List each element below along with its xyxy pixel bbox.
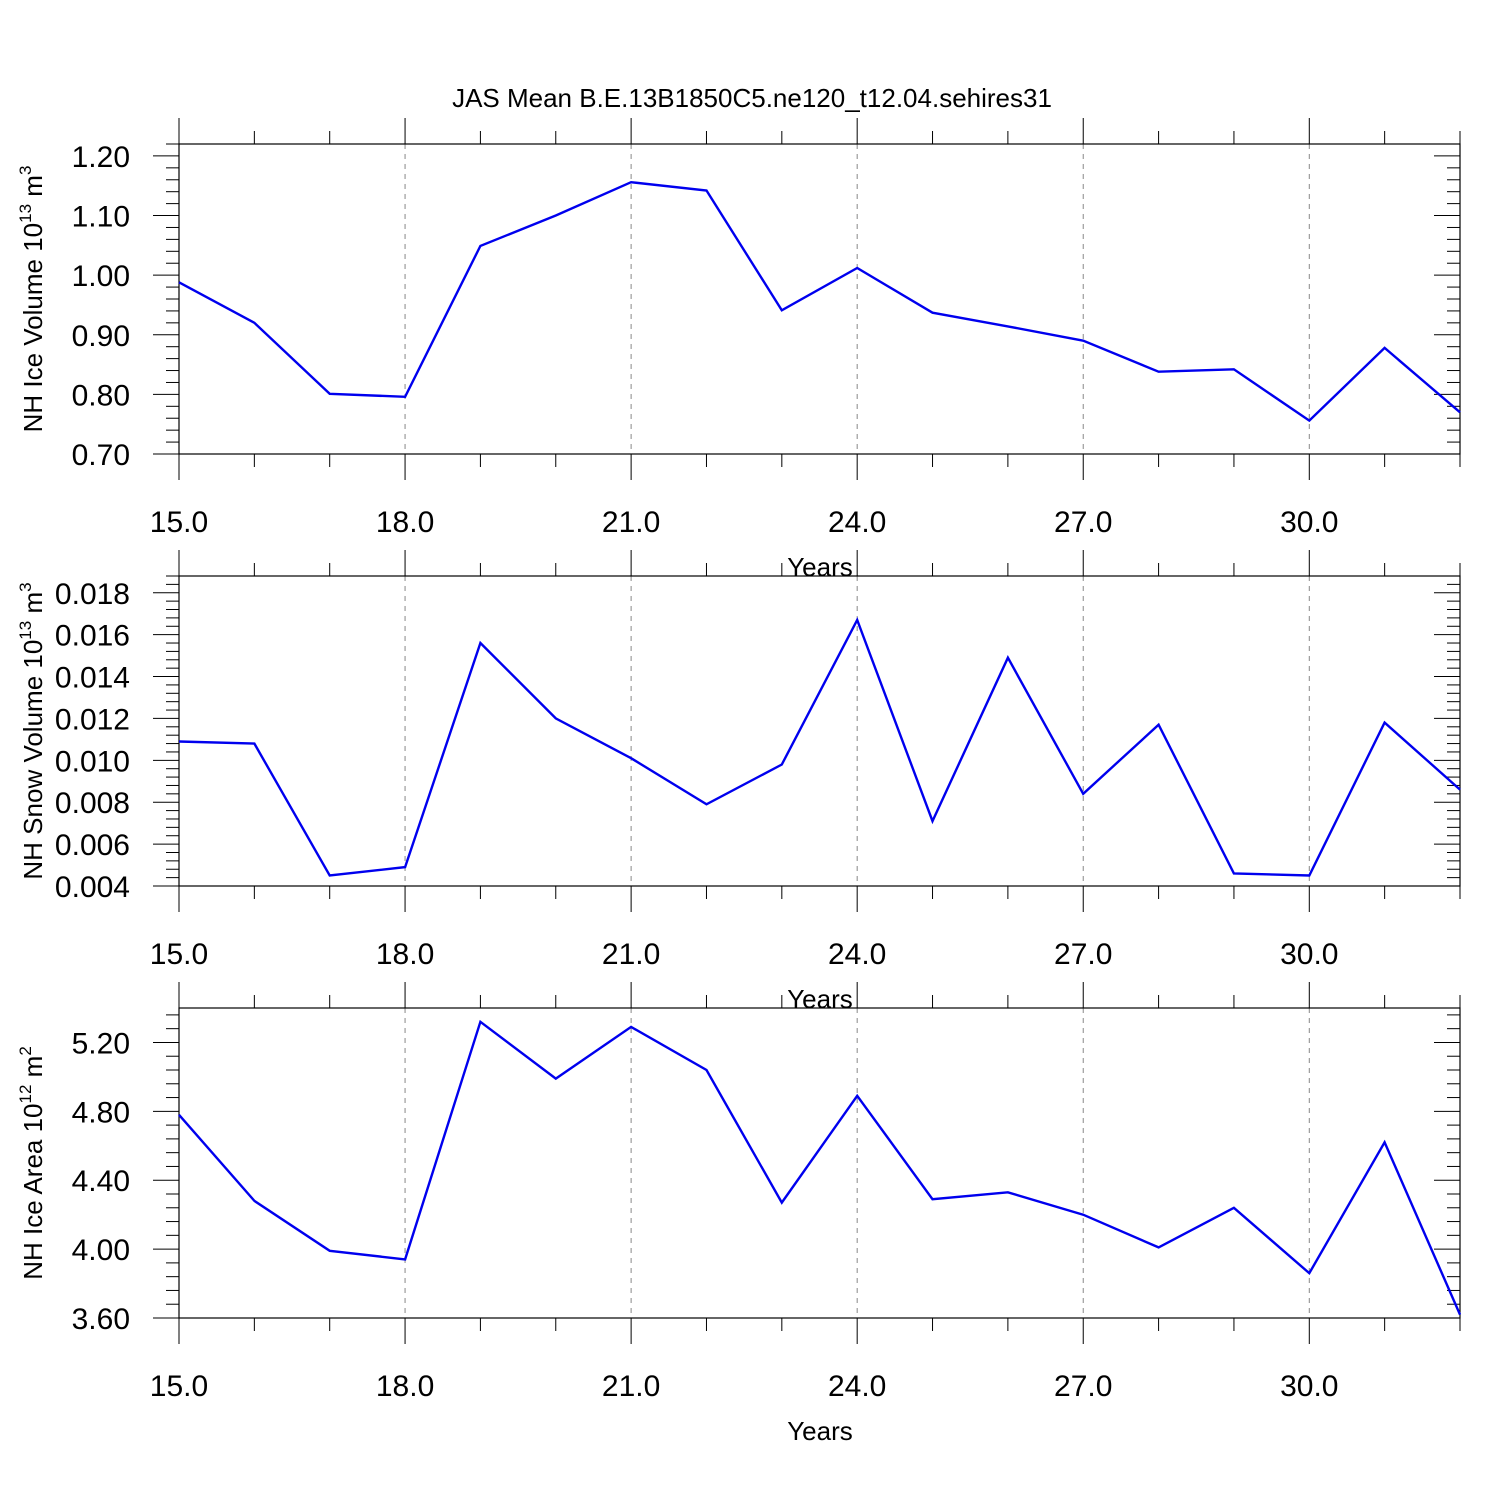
y-tick-label: 3.60 — [72, 1303, 130, 1336]
y-tick-label: 4.00 — [72, 1234, 130, 1267]
plot-frame — [178, 1007, 1461, 1319]
y-tick-label: 0.006 — [55, 829, 130, 862]
y-tick-label: 1.20 — [72, 141, 130, 174]
x-tick-label: 30.0 — [1280, 1370, 1338, 1403]
x-tick-label: 30.0 — [1280, 506, 1338, 539]
x-tick-label: 24.0 — [828, 938, 886, 971]
y-axis-label-unit: m — [18, 175, 48, 204]
series-line — [178, 617, 1461, 877]
x-axis-label: Years — [787, 984, 853, 1014]
y-tick-label: 5.20 — [72, 1027, 130, 1060]
series-line — [178, 1019, 1462, 1316]
x-tick-label: 27.0 — [1054, 506, 1112, 539]
y-tick-label: 1.00 — [72, 260, 130, 293]
y-tick-label: 0.016 — [55, 620, 130, 653]
y-axis-label-exponent: 12 — [16, 1085, 35, 1104]
x-axis-label: Years — [787, 552, 853, 582]
y-axis-label: NH Snow Volume 1013 m3 — [16, 582, 48, 879]
y-axis-label-unit: m — [18, 592, 48, 621]
y-axis-label-unit-exponent: 2 — [16, 1046, 35, 1055]
x-tick-label: 21.0 — [602, 506, 660, 539]
y-axis-label-text: NH Ice Volume 10 — [18, 223, 48, 433]
y-tick-label: 1.10 — [72, 201, 130, 234]
y-axis-label: NH Ice Volume 1013 m3 — [16, 166, 48, 433]
y-tick-label: 0.80 — [72, 379, 130, 412]
x-tick-label: 27.0 — [1054, 938, 1112, 971]
y-axis-label-unit: m — [18, 1056, 48, 1085]
y-tick-label: 0.018 — [55, 578, 130, 611]
panel-3: 15.0 18.0 21.0 24.0 27.0 30.0 Years 3.60 4.00 4.4… — [16, 982, 1462, 1446]
x-tick-label: 30.0 — [1280, 938, 1338, 971]
panel-1: 15.0 18.0 21.0 24.0 27.0 30.0 Years 0.70 0.80 0.9… — [16, 118, 1461, 582]
y-axis-label-exponent: 13 — [16, 621, 35, 640]
y-tick-label: 0.014 — [55, 662, 130, 695]
x-tick-label: 27.0 — [1054, 1370, 1112, 1403]
x-tick-label: 18.0 — [376, 938, 434, 971]
y-tick-label: 0.010 — [55, 745, 130, 778]
y-axis-label: NH Ice Area 1012 m2 — [16, 1046, 48, 1280]
x-tick-label: 15.0 — [150, 1370, 208, 1403]
x-tick-label: 15.0 — [150, 938, 208, 971]
plot-frame — [178, 575, 1461, 887]
x-tick-label: 18.0 — [376, 506, 434, 539]
y-axis-label-exponent: 13 — [16, 204, 35, 223]
x-tick-label: 21.0 — [602, 1370, 660, 1403]
y-tick-label: 0.004 — [55, 871, 130, 904]
series-line — [178, 180, 1461, 423]
y-axis-label-unit-exponent: 3 — [16, 582, 35, 591]
y-tick-label: 0.90 — [72, 320, 130, 353]
y-axis-label-unit-exponent: 3 — [16, 166, 35, 175]
chart-title: JAS Mean B.E.13B1850C5.ne120_t12.04.sehi… — [452, 83, 1052, 113]
panel-2: 15.0 18.0 21.0 24.0 27.0 30.0 Years 0.004 0.006 0… — [16, 550, 1461, 1014]
x-axis-label: Years — [787, 1416, 853, 1446]
y-tick-label: 4.40 — [72, 1165, 130, 1198]
y-axis-label-text: NH Ice Area 10 — [18, 1103, 48, 1279]
x-tick-label: 21.0 — [602, 938, 660, 971]
x-tick-label: 18.0 — [376, 1370, 434, 1403]
x-tick-label: 24.0 — [828, 506, 886, 539]
y-tick-label: 0.012 — [55, 703, 130, 736]
y-tick-label: 0.008 — [55, 787, 130, 820]
x-tick-label: 15.0 — [150, 506, 208, 539]
y-axis-label-text: NH Snow Volume 10 — [18, 640, 48, 880]
plot-frame — [178, 143, 1461, 455]
y-tick-label: 0.70 — [72, 439, 130, 472]
x-tick-label: 24.0 — [828, 1370, 886, 1403]
y-tick-label: 4.80 — [72, 1096, 130, 1129]
